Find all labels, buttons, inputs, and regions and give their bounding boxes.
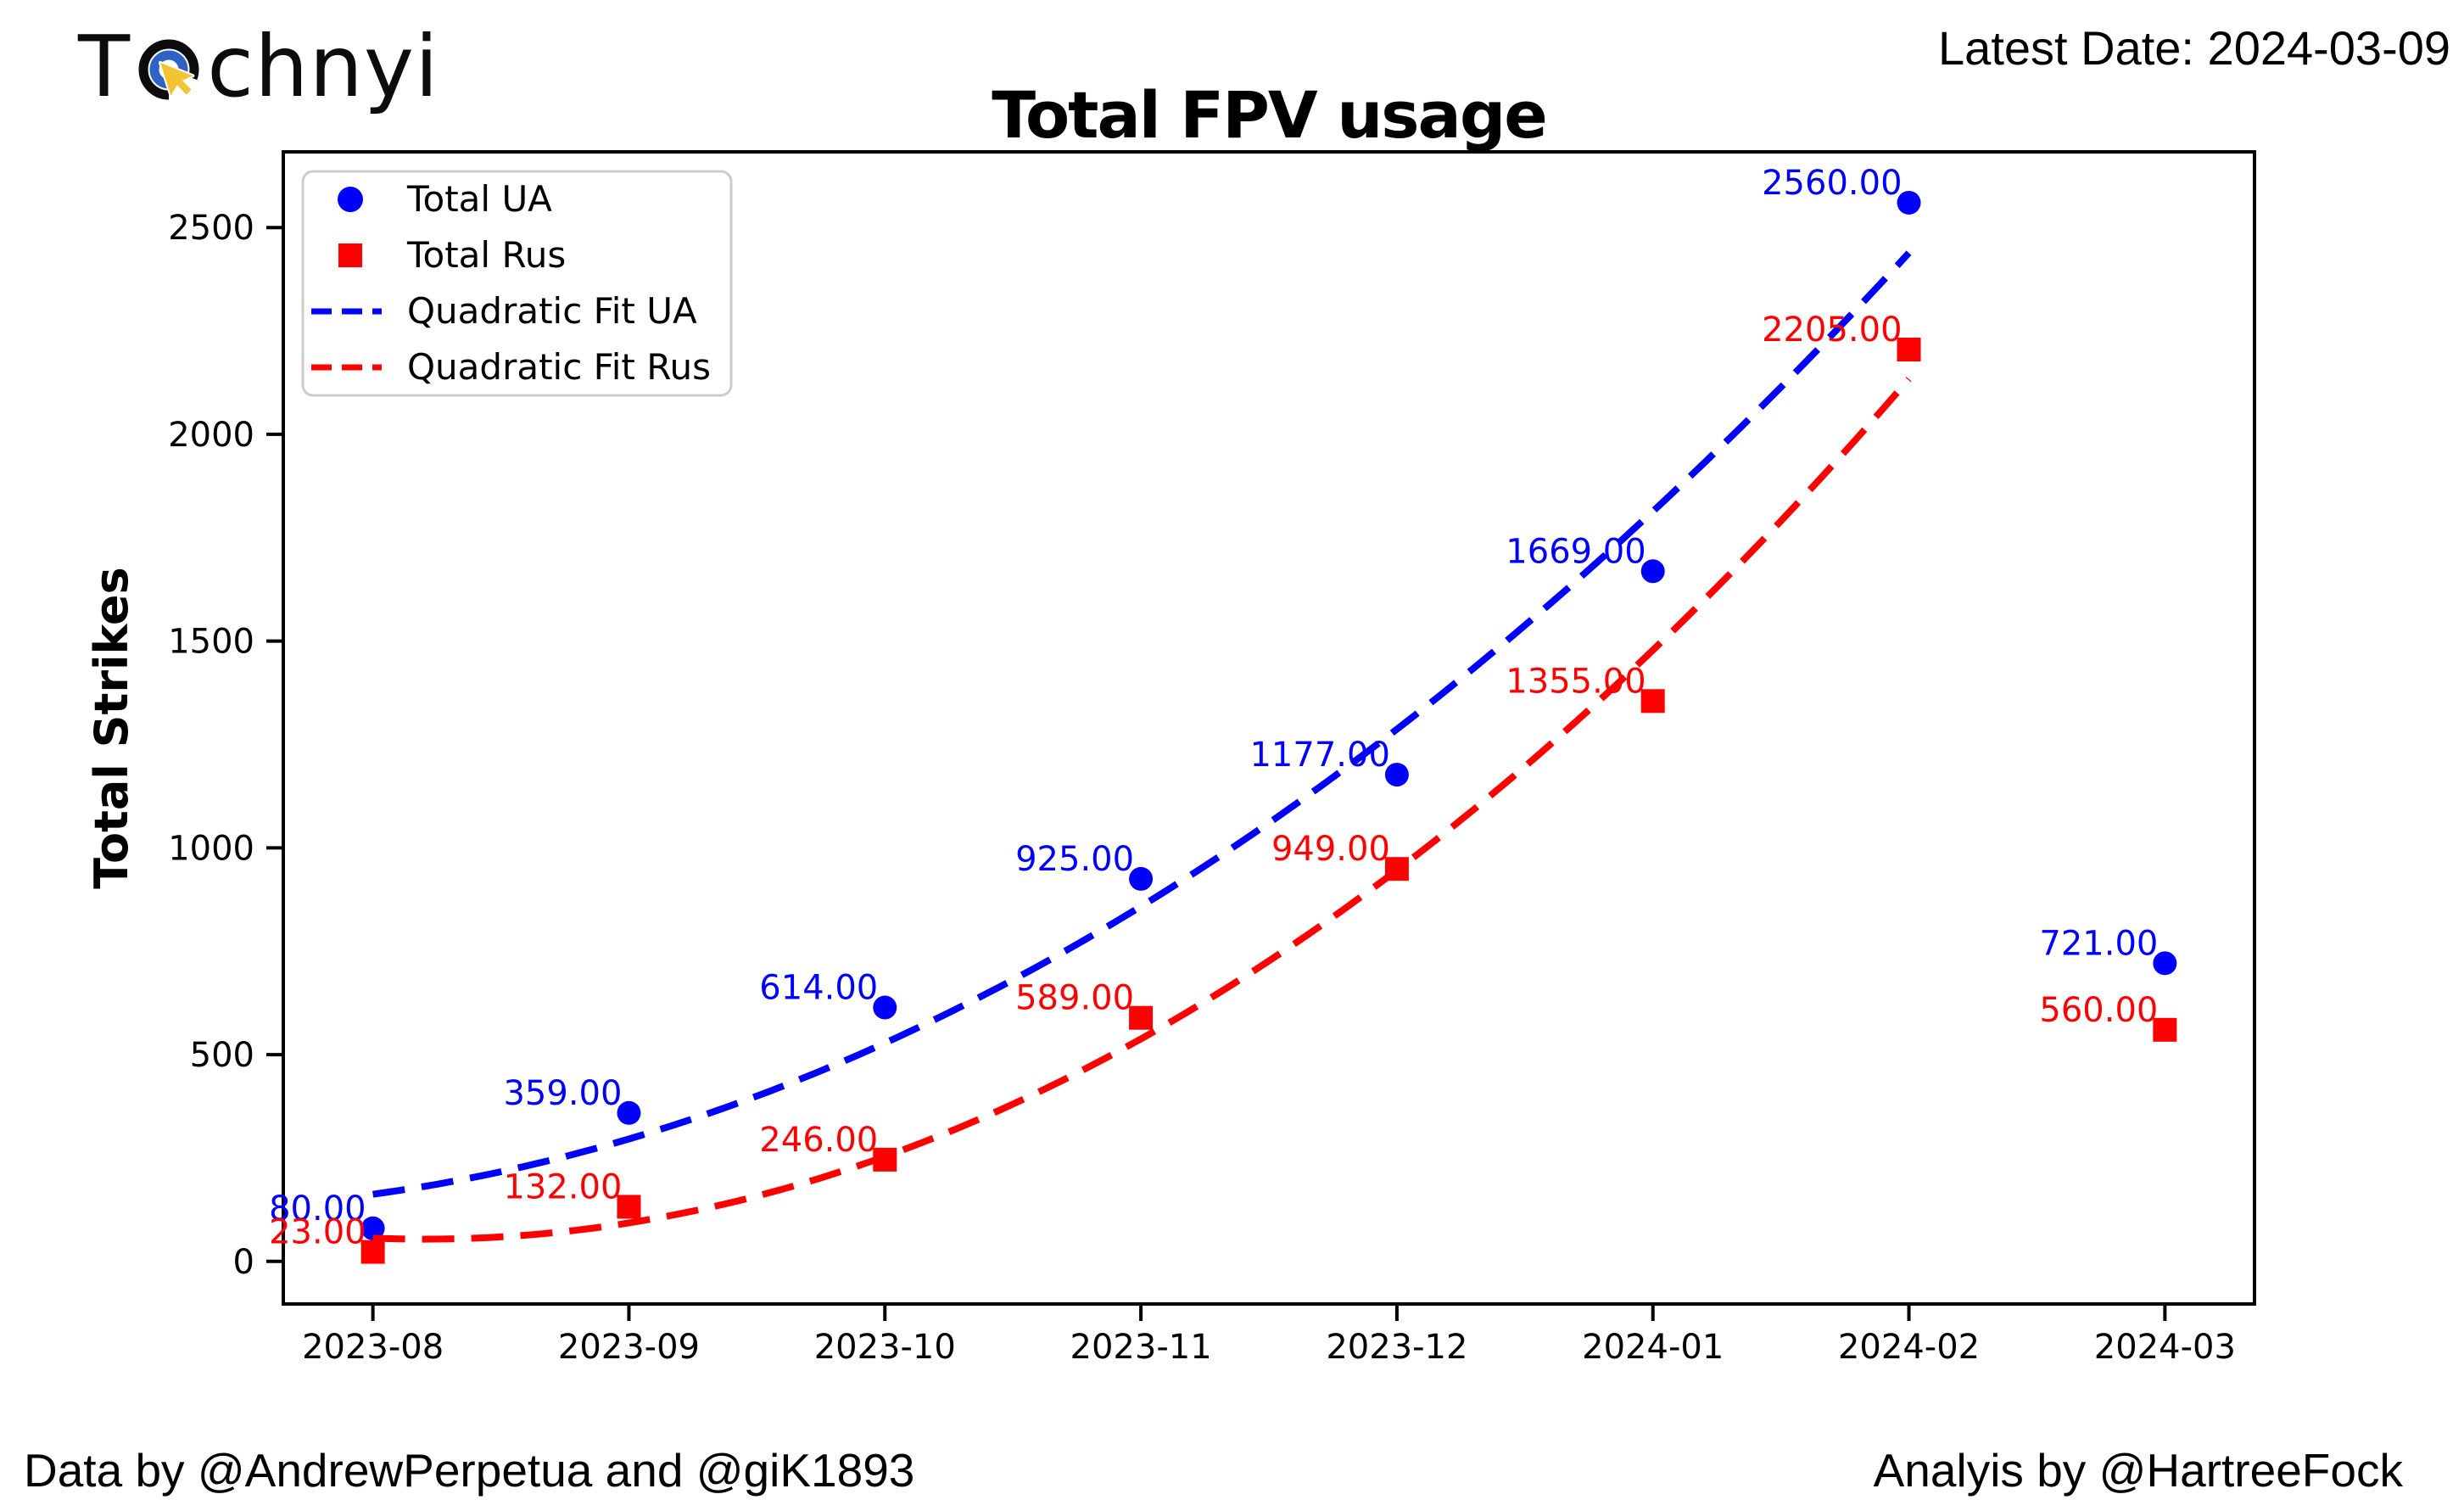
y-axis: 0 500 1000 1500 2000 2500	[168, 209, 283, 1282]
data-point-square	[1640, 689, 1665, 714]
legend-entry: Quadratic Fit UA	[311, 290, 697, 332]
data-point-circle	[1640, 559, 1665, 584]
legend-label: Quadratic Fit Rus	[407, 346, 711, 388]
legend-label: Total Rus	[406, 234, 566, 276]
y-tick-label: 2000	[168, 416, 254, 455]
value-label: 589.00	[1015, 979, 1134, 1018]
value-label: 1355.00	[1506, 662, 1645, 701]
legend: Total UA Total Rus Quadratic Fit UA Quadrat…	[301, 170, 733, 397]
value-label: 560.00	[2039, 991, 2158, 1030]
series-rus	[360, 337, 2177, 1264]
value-label: 2560.00	[1762, 164, 1902, 203]
legend-entry: Quadratic Fit Rus	[311, 346, 711, 388]
data-point-square	[360, 1240, 385, 1264]
data-point-square	[2153, 1017, 2177, 1042]
y-tick-label: 1500	[168, 623, 254, 662]
latest-date-label: Latest Date: 2024-03-09	[1938, 21, 2450, 75]
value-label: 80.00	[269, 1189, 366, 1228]
data-point-circle	[1897, 190, 1921, 215]
legend-label: Quadratic Fit UA	[407, 290, 697, 332]
target-outer-ring	[138, 39, 199, 100]
chart-title: Total FPV usage	[992, 77, 1546, 153]
value-label: 614.00	[759, 969, 878, 1008]
data-point-square	[1129, 1005, 1154, 1030]
data-point-circle	[2153, 951, 2177, 976]
target-cursor-icon	[138, 39, 199, 100]
analysis-credit: Analyis by @HartreeFock	[1873, 1444, 2403, 1497]
value-label: 925.00	[1015, 840, 1134, 879]
data-point-circle	[360, 1216, 385, 1240]
legend-marker-circle	[338, 187, 363, 212]
technyi-logo: T chnyi	[78, 17, 439, 116]
legend-entry: Total UA	[338, 178, 552, 220]
x-tick-label: 2024-01	[1582, 1328, 1724, 1367]
cursor-arrow-icon	[159, 60, 195, 98]
legend-label: Total UA	[406, 178, 552, 220]
legend-marker-square	[338, 243, 362, 267]
data-point-circle	[1384, 763, 1409, 787]
x-tick-label: 2023-10	[814, 1328, 956, 1367]
fit-line-ua	[372, 250, 1912, 1198]
data-point-circle	[617, 1100, 641, 1125]
value-label: 1177.00	[1249, 736, 1389, 775]
x-tick-label: 2023-11	[1070, 1328, 1212, 1367]
data-point-circle	[873, 995, 897, 1020]
y-axis-title: Total Strikes	[85, 567, 138, 888]
value-label: 949.00	[1271, 830, 1390, 869]
fit-line-rus	[372, 377, 1912, 1243]
value-label: 23.00	[269, 1213, 366, 1252]
y-tick-label: 500	[190, 1036, 254, 1075]
value-label: 246.00	[759, 1121, 878, 1160]
data-point-circle	[1129, 866, 1154, 891]
x-axis: 2023-08 2023-09 2023-10 2023-11 2023-12 2024-…	[302, 1304, 2236, 1367]
legend-box	[301, 170, 733, 397]
y-tick-label: 1000	[168, 829, 254, 868]
x-tick-label: 2024-03	[2094, 1328, 2236, 1367]
y-tick-label: 2500	[168, 209, 254, 248]
value-label: 359.00	[503, 1074, 622, 1113]
x-tick-label: 2023-09	[558, 1328, 700, 1367]
data-point-square	[617, 1195, 641, 1219]
series-ua	[360, 190, 2177, 1240]
y-tick-label: 0	[233, 1243, 254, 1282]
logo-text-suffix: chnyi	[207, 17, 439, 116]
value-labels-rus: 23.00 132.00 246.00 589.00 949.00 1355.00 2205…	[269, 311, 2158, 1252]
x-tick-label: 2024-02	[1838, 1328, 1980, 1367]
value-label: 721.00	[2039, 924, 2158, 963]
data-credit: Data by @AndrewPerpetua and @giK1893	[24, 1444, 915, 1497]
data-point-square	[1897, 337, 1921, 361]
plot-frame	[282, 150, 2256, 1306]
x-tick-label: 2023-12	[1326, 1328, 1467, 1367]
value-label: 2205.00	[1762, 311, 1902, 350]
value-label: 132.00	[503, 1167, 622, 1206]
logo-text-prefix: T	[78, 17, 131, 116]
value-labels-ua: 80.00 359.00 614.00 925.00 1177.00 1669.00 256…	[269, 164, 2158, 1228]
legend-entry: Total Rus	[338, 234, 566, 276]
value-label: 1669.00	[1506, 532, 1645, 571]
x-tick-label: 2023-08	[302, 1328, 444, 1367]
